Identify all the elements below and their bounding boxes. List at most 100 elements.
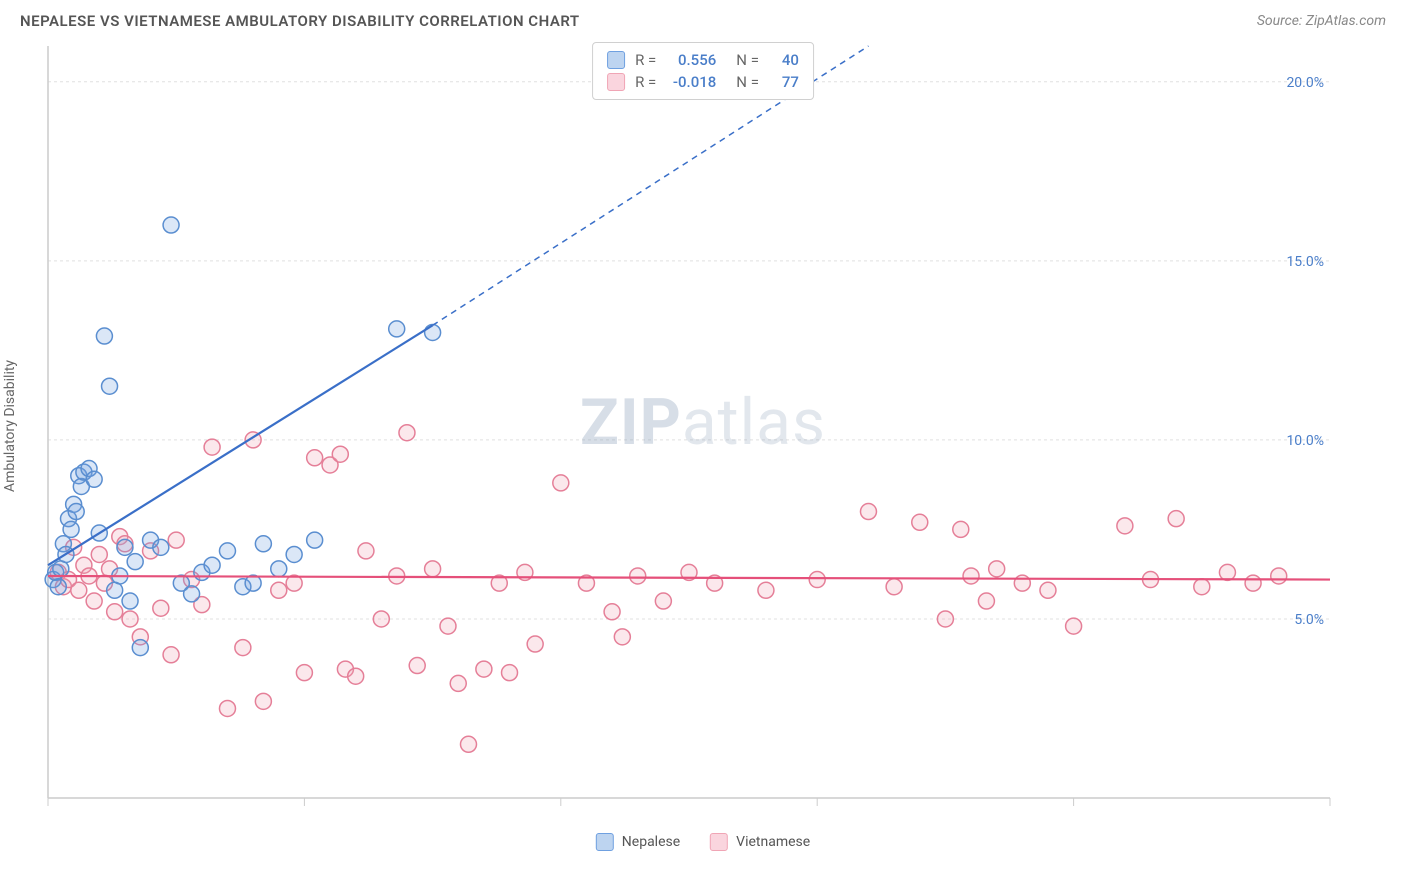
data-point	[286, 546, 302, 562]
data-point	[425, 324, 441, 340]
stat-r-value: -0.018	[666, 73, 716, 91]
data-point	[425, 561, 441, 577]
legend-label: Vietnamese	[736, 834, 810, 850]
data-point	[604, 604, 620, 620]
data-point	[91, 546, 107, 562]
data-point	[163, 647, 179, 663]
data-point	[358, 543, 374, 559]
data-point	[219, 700, 235, 716]
data-point	[255, 693, 271, 709]
data-point	[1117, 518, 1133, 534]
data-point	[204, 557, 220, 573]
data-point	[758, 582, 774, 598]
legend-item: Nepalese	[596, 833, 680, 851]
correlation-stats-box: R =0.556N =40R =-0.018N =77	[592, 42, 814, 100]
data-point	[373, 611, 389, 627]
data-point	[460, 736, 476, 752]
svg-text:20.0%: 20.0%	[1286, 75, 1324, 91]
stat-r-label: R =	[635, 73, 656, 91]
data-point	[1271, 568, 1287, 584]
data-point	[553, 475, 569, 491]
chart-title: NEPALESE VS VIETNAMESE AMBULATORY DISABI…	[20, 12, 580, 30]
stats-swatch	[607, 51, 625, 69]
data-point	[71, 582, 87, 598]
data-point	[348, 668, 364, 684]
data-point	[219, 543, 235, 559]
data-point	[153, 600, 169, 616]
data-point	[409, 658, 425, 674]
data-point	[153, 539, 169, 555]
data-point	[271, 561, 287, 577]
y-axis-label: Ambulatory Disability	[2, 359, 18, 491]
data-point	[655, 593, 671, 609]
data-point	[399, 425, 415, 441]
data-point	[389, 321, 405, 337]
data-point	[235, 640, 251, 656]
data-point	[1219, 564, 1235, 580]
data-point	[132, 640, 148, 656]
data-point	[1245, 575, 1261, 591]
data-point	[963, 568, 979, 584]
data-point	[68, 504, 84, 520]
stat-n-label: N =	[736, 73, 759, 91]
data-point	[809, 572, 825, 588]
stats-row: R = 0.556 N = 40	[607, 49, 799, 71]
legend-label: Nepalese	[622, 834, 680, 850]
data-point	[1040, 582, 1056, 598]
data-point	[440, 618, 456, 634]
data-point	[107, 604, 123, 620]
data-point	[117, 539, 133, 555]
data-point	[168, 532, 184, 548]
svg-text:10.0%: 10.0%	[1286, 433, 1324, 449]
data-point	[296, 665, 312, 681]
data-point	[86, 593, 102, 609]
stats-row: R =-0.018N =77	[607, 71, 799, 93]
stats-swatch	[607, 73, 625, 91]
data-point	[86, 471, 102, 487]
stat-r-label: R =	[635, 51, 656, 69]
data-point	[502, 665, 518, 681]
scatter-chart: 5.0%10.0%15.0%20.0%0.0%25.0%	[20, 38, 1350, 813]
legend-item: Vietnamese	[710, 833, 810, 851]
svg-text:15.0%: 15.0%	[1286, 254, 1324, 270]
data-point	[127, 554, 143, 570]
data-point	[122, 611, 138, 627]
data-point	[122, 593, 138, 609]
stat-n-label: N =	[736, 51, 759, 69]
data-point	[630, 568, 646, 584]
data-point	[886, 579, 902, 595]
legend-swatch	[710, 833, 728, 851]
legend-swatch	[596, 833, 614, 851]
svg-text:5.0%: 5.0%	[1294, 612, 1324, 628]
data-point	[527, 636, 543, 652]
data-point	[96, 328, 112, 344]
data-point	[1014, 575, 1030, 591]
data-point	[614, 629, 630, 645]
data-point	[978, 593, 994, 609]
data-point	[937, 611, 953, 627]
data-point	[953, 521, 969, 537]
data-point	[50, 579, 66, 595]
chart-container: Ambulatory Disability 5.0%10.0%15.0%20.0…	[20, 38, 1386, 813]
data-point	[332, 446, 348, 462]
data-point	[63, 521, 79, 537]
chart-source: Source: ZipAtlas.com	[1257, 13, 1386, 29]
stat-n-value: 40	[769, 51, 799, 69]
data-point	[989, 561, 1005, 577]
data-point	[307, 450, 323, 466]
data-point	[1066, 618, 1082, 634]
data-point	[102, 378, 118, 394]
data-point	[476, 661, 492, 677]
data-point	[184, 586, 200, 602]
stat-r-value: 0.556	[666, 51, 716, 69]
regression-line	[48, 325, 433, 565]
data-point	[271, 582, 287, 598]
data-point	[1168, 511, 1184, 527]
data-point	[450, 675, 466, 691]
data-point	[860, 504, 876, 520]
data-point	[912, 514, 928, 530]
data-point	[1194, 579, 1210, 595]
data-point	[255, 536, 271, 552]
data-point	[307, 532, 323, 548]
data-point	[163, 217, 179, 233]
